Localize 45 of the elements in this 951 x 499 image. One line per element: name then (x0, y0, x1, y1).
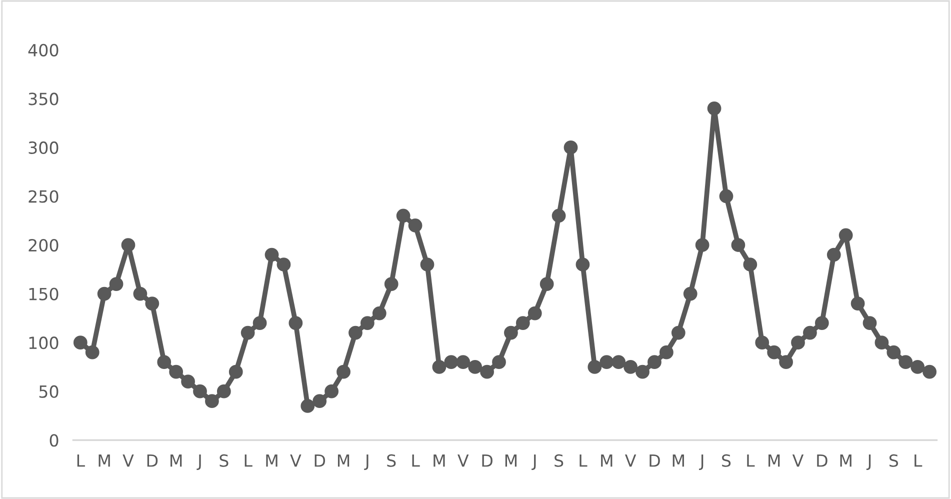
x-tick-label: V (122, 454, 134, 467)
x-tick-label: M (840, 454, 852, 467)
x-tick-label: M (768, 454, 780, 467)
x-tick-label: L (914, 454, 922, 467)
x-tick-label: S (387, 454, 396, 467)
y-tick-label: 300 (28, 141, 58, 154)
y-tick-label: 50 (39, 385, 58, 398)
x-tick-label: M (434, 454, 445, 467)
x-tick-label: L (580, 454, 588, 467)
x-tick-label: M (266, 454, 278, 467)
x-tick-label: M (505, 454, 517, 467)
y-tick-label: 100 (29, 336, 58, 350)
y-tick-label: 150 (29, 288, 58, 300)
x-tick-label: V (458, 454, 469, 467)
x-tick-label: L (412, 454, 420, 467)
x-tick-label: M (601, 454, 612, 467)
x-tick-label: M (98, 454, 110, 467)
x-tick-label: V (290, 454, 302, 467)
x-tick-label: V (792, 454, 804, 467)
x-tick-label: D (147, 454, 158, 467)
x-tick-label: J (532, 454, 536, 470)
x-tick-label: J (699, 454, 704, 470)
x-tick-label: M (170, 454, 182, 467)
x-tick-label: M (672, 454, 684, 467)
y-tick-label: 400 (28, 44, 58, 56)
x-tick-label: L (244, 454, 252, 467)
y-tick-label: 0 (50, 434, 58, 447)
x-tick-label: D (650, 454, 660, 467)
x-tick-label: M (338, 454, 350, 467)
x-tick-label: D (482, 454, 492, 467)
y-tick-label: 250 (28, 190, 58, 203)
x-tick-label: S (889, 454, 898, 467)
x-tick-label: S (554, 454, 564, 467)
x-tick-label: J (364, 454, 368, 470)
x-tick-label: L (77, 454, 85, 467)
y-tick-label: 200 (28, 238, 58, 252)
x-tick-label: D (817, 454, 828, 467)
y-tick-label: 350 (28, 92, 58, 106)
x-tick-label: J (866, 454, 871, 470)
x-tick-label: V (624, 454, 636, 467)
x-tick-label: D (314, 454, 326, 467)
x-tick-label: S (220, 454, 228, 467)
x-tick-label: J (196, 454, 201, 470)
x-tick-label: S (722, 454, 731, 467)
x-tick-label: L (747, 454, 755, 467)
